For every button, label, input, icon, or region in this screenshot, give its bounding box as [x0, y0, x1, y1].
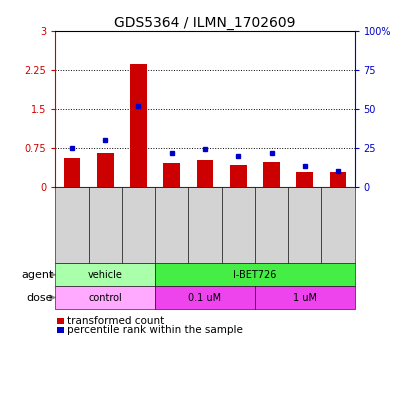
Bar	[263, 162, 279, 187]
Bar	[130, 64, 146, 187]
Text: transformed count: transformed count	[67, 316, 164, 326]
Text: GSM1148629: GSM1148629	[133, 193, 143, 257]
Text: GSM1148633: GSM1148633	[266, 193, 276, 257]
Text: GSM1148627: GSM1148627	[67, 192, 77, 258]
Text: GSM1148632: GSM1148632	[233, 193, 243, 257]
Title: GDS5364 / ILMN_1702609: GDS5364 / ILMN_1702609	[114, 17, 295, 30]
Text: control: control	[88, 292, 122, 303]
Bar	[97, 153, 113, 187]
Bar	[196, 160, 213, 187]
Text: percentile rank within the sample: percentile rank within the sample	[67, 325, 243, 335]
Bar	[63, 158, 80, 187]
Text: GSM1148635: GSM1148635	[332, 193, 342, 257]
Text: I-BET726: I-BET726	[233, 270, 276, 280]
Text: agent: agent	[21, 270, 53, 280]
Bar	[329, 172, 346, 187]
Text: vehicle: vehicle	[88, 270, 122, 280]
Text: GSM1148628: GSM1148628	[100, 193, 110, 257]
Bar	[296, 172, 312, 187]
Bar	[229, 165, 246, 187]
Text: GSM1148634: GSM1148634	[299, 193, 309, 257]
Text: dose: dose	[27, 292, 53, 303]
Text: 0.1 uM: 0.1 uM	[188, 292, 221, 303]
Bar	[163, 163, 180, 187]
Text: GSM1148630: GSM1148630	[166, 193, 176, 257]
Text: GSM1148631: GSM1148631	[200, 193, 209, 257]
Text: 1 uM: 1 uM	[292, 292, 316, 303]
